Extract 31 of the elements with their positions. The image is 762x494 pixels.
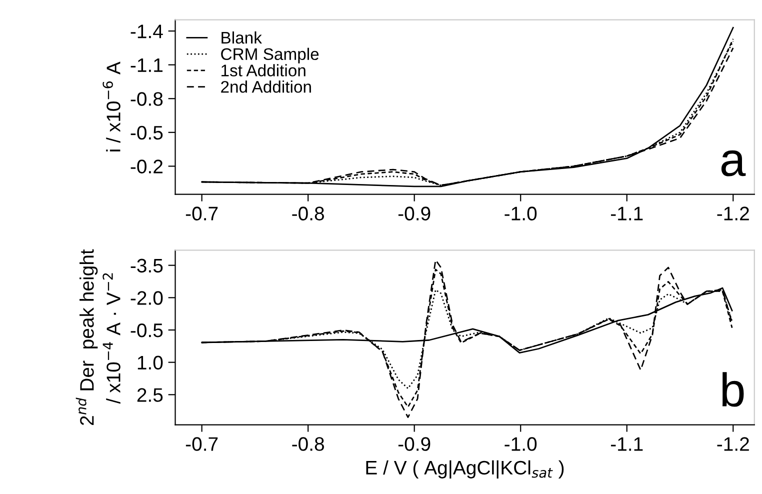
y-tick-label: 1.0: [138, 356, 163, 370]
y-tick-label: 2.5: [137, 388, 163, 402]
y-tick-label: -0.8: [130, 92, 163, 106]
x-tick-label: -1.2: [717, 206, 749, 220]
y-tick-label: -0.2: [130, 160, 162, 174]
annotation: b: [722, 372, 744, 407]
legend-label: 1st Addition: [222, 64, 306, 76]
x-tick-label: -0.7: [186, 437, 218, 451]
x-tick-label: -1.1: [610, 206, 643, 220]
y-tick-label: -0.5: [130, 126, 163, 140]
legend-label: 2nd Addition: [221, 80, 311, 93]
legend-label: CRM Sample: [221, 48, 319, 64]
x-tick-label: -0.8: [292, 206, 324, 220]
y-tick-label: -3.5: [130, 258, 163, 273]
x-tick-label: -1.1: [610, 437, 643, 451]
legend-label: Blank: [222, 31, 262, 44]
y-axis-title: i / x10$^{−6}$ A: [102, 62, 120, 152]
y-tick-label: -0.5: [130, 323, 163, 338]
y-tick-label: -1.1: [130, 58, 163, 72]
x-tick-label: -0.9: [398, 437, 430, 451]
y-axis-title: 2$^{nd}$ Der peak height / x10$^{−4}$ A · V$^{−2}$: [76, 249, 120, 426]
y-tick-label: -1.4: [130, 24, 163, 38]
y-tick-label: -2.0: [130, 291, 163, 305]
x-tick-label: -1.0: [504, 206, 537, 220]
x-tick-label: -1.2: [717, 437, 749, 451]
x-tick-label: -0.8: [292, 437, 324, 451]
x-tick-label: -1.0: [504, 437, 537, 451]
x-tick-label: -0.9: [398, 206, 430, 220]
annotation: a: [721, 150, 746, 176]
x-tick-label: -0.7: [186, 206, 218, 220]
x-axis-title: E / V ( Ag|AgCl|KCl$_{sat}$ ): [366, 460, 564, 479]
